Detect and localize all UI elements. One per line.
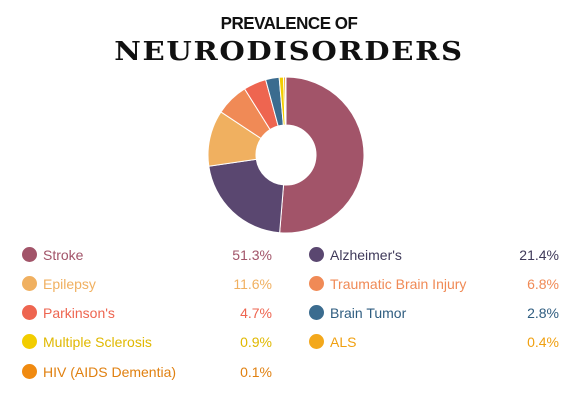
legend-swatch bbox=[22, 364, 37, 379]
legend-swatch bbox=[309, 305, 324, 320]
legend-value: 0.9% bbox=[240, 334, 272, 350]
legend-label: Alzheimer's bbox=[330, 247, 402, 263]
legend-label: Traumatic Brain Injury bbox=[330, 276, 467, 292]
legend-label: Parkinson's bbox=[43, 305, 115, 321]
legend-label: Stroke bbox=[43, 247, 84, 263]
legend-swatch bbox=[309, 247, 324, 262]
donut-chart bbox=[207, 76, 365, 234]
legend-swatch bbox=[309, 334, 324, 349]
legend-value: 51.3% bbox=[232, 247, 272, 263]
chart-title-line2: NEURODISORDERS bbox=[114, 37, 464, 67]
legend-item-brain-tumor[interactable]: Brain Tumor 2.8% bbox=[309, 303, 559, 323]
legend-swatch bbox=[22, 276, 37, 291]
legend-value: 0.4% bbox=[527, 334, 559, 350]
legend-value: 2.8% bbox=[527, 305, 559, 321]
legend-value: 0.1% bbox=[240, 364, 272, 380]
pie-slice-alzheimer-s bbox=[208, 158, 285, 234]
legend-label: ALS bbox=[330, 334, 357, 350]
legend-item-stroke[interactable]: Stroke 51.3% bbox=[22, 245, 272, 265]
legend-item-parkinson-s[interactable]: Parkinson's 4.7% bbox=[22, 303, 272, 323]
legend-swatch bbox=[22, 334, 37, 349]
legend-label: HIV (AIDS Dementia) bbox=[43, 364, 177, 380]
legend-item-hiv-aids-dementia[interactable]: HIV (AIDS Dementia) 0.1% bbox=[22, 362, 272, 382]
legend-item-alzheimer-s[interactable]: Alzheimer's 21.4% bbox=[309, 245, 559, 265]
legend-swatch bbox=[22, 247, 37, 262]
legend-item-multiple-sclerosis[interactable]: Multiple Sclerosis 0.9% bbox=[22, 332, 272, 352]
legend-item-traumatic-brain-injury[interactable]: Traumatic Brain Injury 6.8% bbox=[309, 274, 559, 294]
pie-slice-stroke bbox=[279, 76, 365, 234]
legend-swatch bbox=[22, 305, 37, 320]
legend-value: 11.6% bbox=[233, 276, 272, 292]
legend-item-epilepsy[interactable]: Epilepsy 11.6% bbox=[22, 274, 272, 294]
legend-value: 6.8% bbox=[527, 276, 559, 292]
legend-label: Multiple Sclerosis bbox=[43, 334, 152, 350]
legend-value: 21.4% bbox=[519, 247, 559, 263]
legend-item-als[interactable]: ALS 0.4% bbox=[309, 332, 559, 352]
legend-swatch bbox=[309, 276, 324, 291]
legend-label: Epilepsy bbox=[43, 276, 96, 292]
legend-label: Brain Tumor bbox=[330, 305, 407, 321]
legend-value: 4.7% bbox=[240, 305, 272, 321]
chart-title-line1: PREVALENCE OF bbox=[220, 13, 358, 34]
